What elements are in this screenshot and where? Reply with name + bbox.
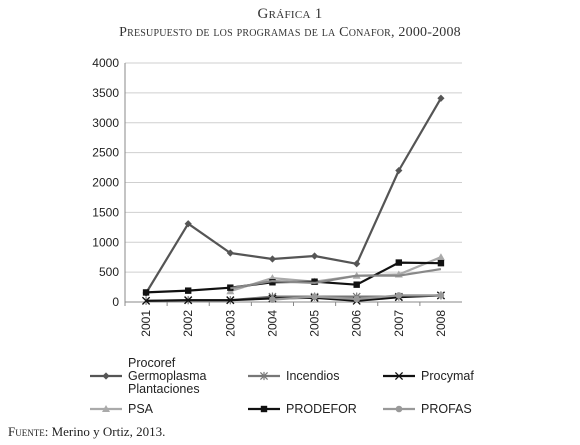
data-point <box>437 94 445 102</box>
data-point <box>311 293 318 300</box>
x-tick-label: 2003 <box>223 310 237 337</box>
y-tick-label: 4000 <box>92 56 119 70</box>
data-point <box>226 249 234 257</box>
data-point <box>437 259 445 267</box>
source-text: Merino y Ortiz, 2013. <box>48 424 166 439</box>
legend-swatch-marker <box>102 372 110 380</box>
y-tick-label: 0 <box>112 295 119 309</box>
y-tick-label: 1500 <box>92 205 119 219</box>
data-point <box>269 279 276 286</box>
data-point <box>311 278 318 285</box>
data-point <box>184 287 192 294</box>
legend-swatch-marker <box>260 405 268 413</box>
series-procoref <box>142 94 445 297</box>
legend-item-incendios: Incendios <box>248 369 340 383</box>
data-point <box>142 289 150 296</box>
x-tick-label: 2001 <box>139 310 153 337</box>
chart-title: Gráfica 1 <box>257 6 323 22</box>
y-tick-label: 500 <box>99 265 119 279</box>
x-tick-label: 2006 <box>350 310 364 337</box>
y-tick-label: 3500 <box>92 86 119 100</box>
data-point <box>269 296 276 303</box>
legend-item-psa: PSA <box>90 402 154 416</box>
y-tick-label: 3000 <box>92 116 119 130</box>
x-tick-label: 2008 <box>434 310 448 337</box>
legend-swatch-marker <box>395 405 403 413</box>
chart-subtitle: Presupuesto de los programas de la Conaf… <box>119 25 461 40</box>
source-note: Fuente: Merino y Ortiz, 2013. <box>8 424 165 440</box>
legend-item-prodefor: PRODEFOR <box>248 402 357 416</box>
x-tick-label: 2004 <box>265 310 279 337</box>
legend-label: Procoref Germoplasma Plantaciones <box>128 356 207 396</box>
data-point <box>395 166 403 175</box>
legend-label: Incendios <box>286 369 340 383</box>
x-tick-label: 2005 <box>308 310 322 337</box>
series-profas <box>269 292 445 303</box>
legend-swatch-marker <box>259 371 269 381</box>
legend-label: PRODEFOR <box>286 402 357 416</box>
series-unnamed-series <box>230 268 442 290</box>
legend-item-procoref: Procoref Germoplasma Plantaciones <box>90 356 207 396</box>
data-point <box>142 296 151 305</box>
data-point <box>353 260 361 268</box>
data-point <box>184 220 192 228</box>
series-line <box>230 268 442 290</box>
legend-item-profas: PROFAS <box>383 402 472 416</box>
legend-label: Procymaf <box>421 369 474 383</box>
legend-swatch-marker <box>102 405 110 412</box>
data-point <box>353 281 360 288</box>
legend-label: PROFAS <box>421 402 472 416</box>
legend-label: PSA <box>128 402 154 416</box>
x-tick-label: 2007 <box>392 310 406 337</box>
legend-swatch-marker <box>394 371 404 381</box>
legend-item-procymaf: Procymaf <box>383 369 474 383</box>
y-tick-label: 2000 <box>92 176 119 190</box>
data-point <box>226 296 235 305</box>
data-point <box>436 253 445 261</box>
data-point <box>395 259 403 266</box>
x-tick-label: 2002 <box>181 310 195 337</box>
data-point <box>395 292 403 299</box>
data-point <box>268 255 277 263</box>
y-tick-label: 1000 <box>92 235 119 249</box>
source-label: Fuente: <box>8 424 49 439</box>
data-point <box>184 296 193 305</box>
data-point <box>437 292 445 299</box>
data-point <box>353 295 360 303</box>
series-line <box>145 97 442 294</box>
data-point <box>310 252 319 260</box>
y-tick-label: 2500 <box>92 146 119 160</box>
